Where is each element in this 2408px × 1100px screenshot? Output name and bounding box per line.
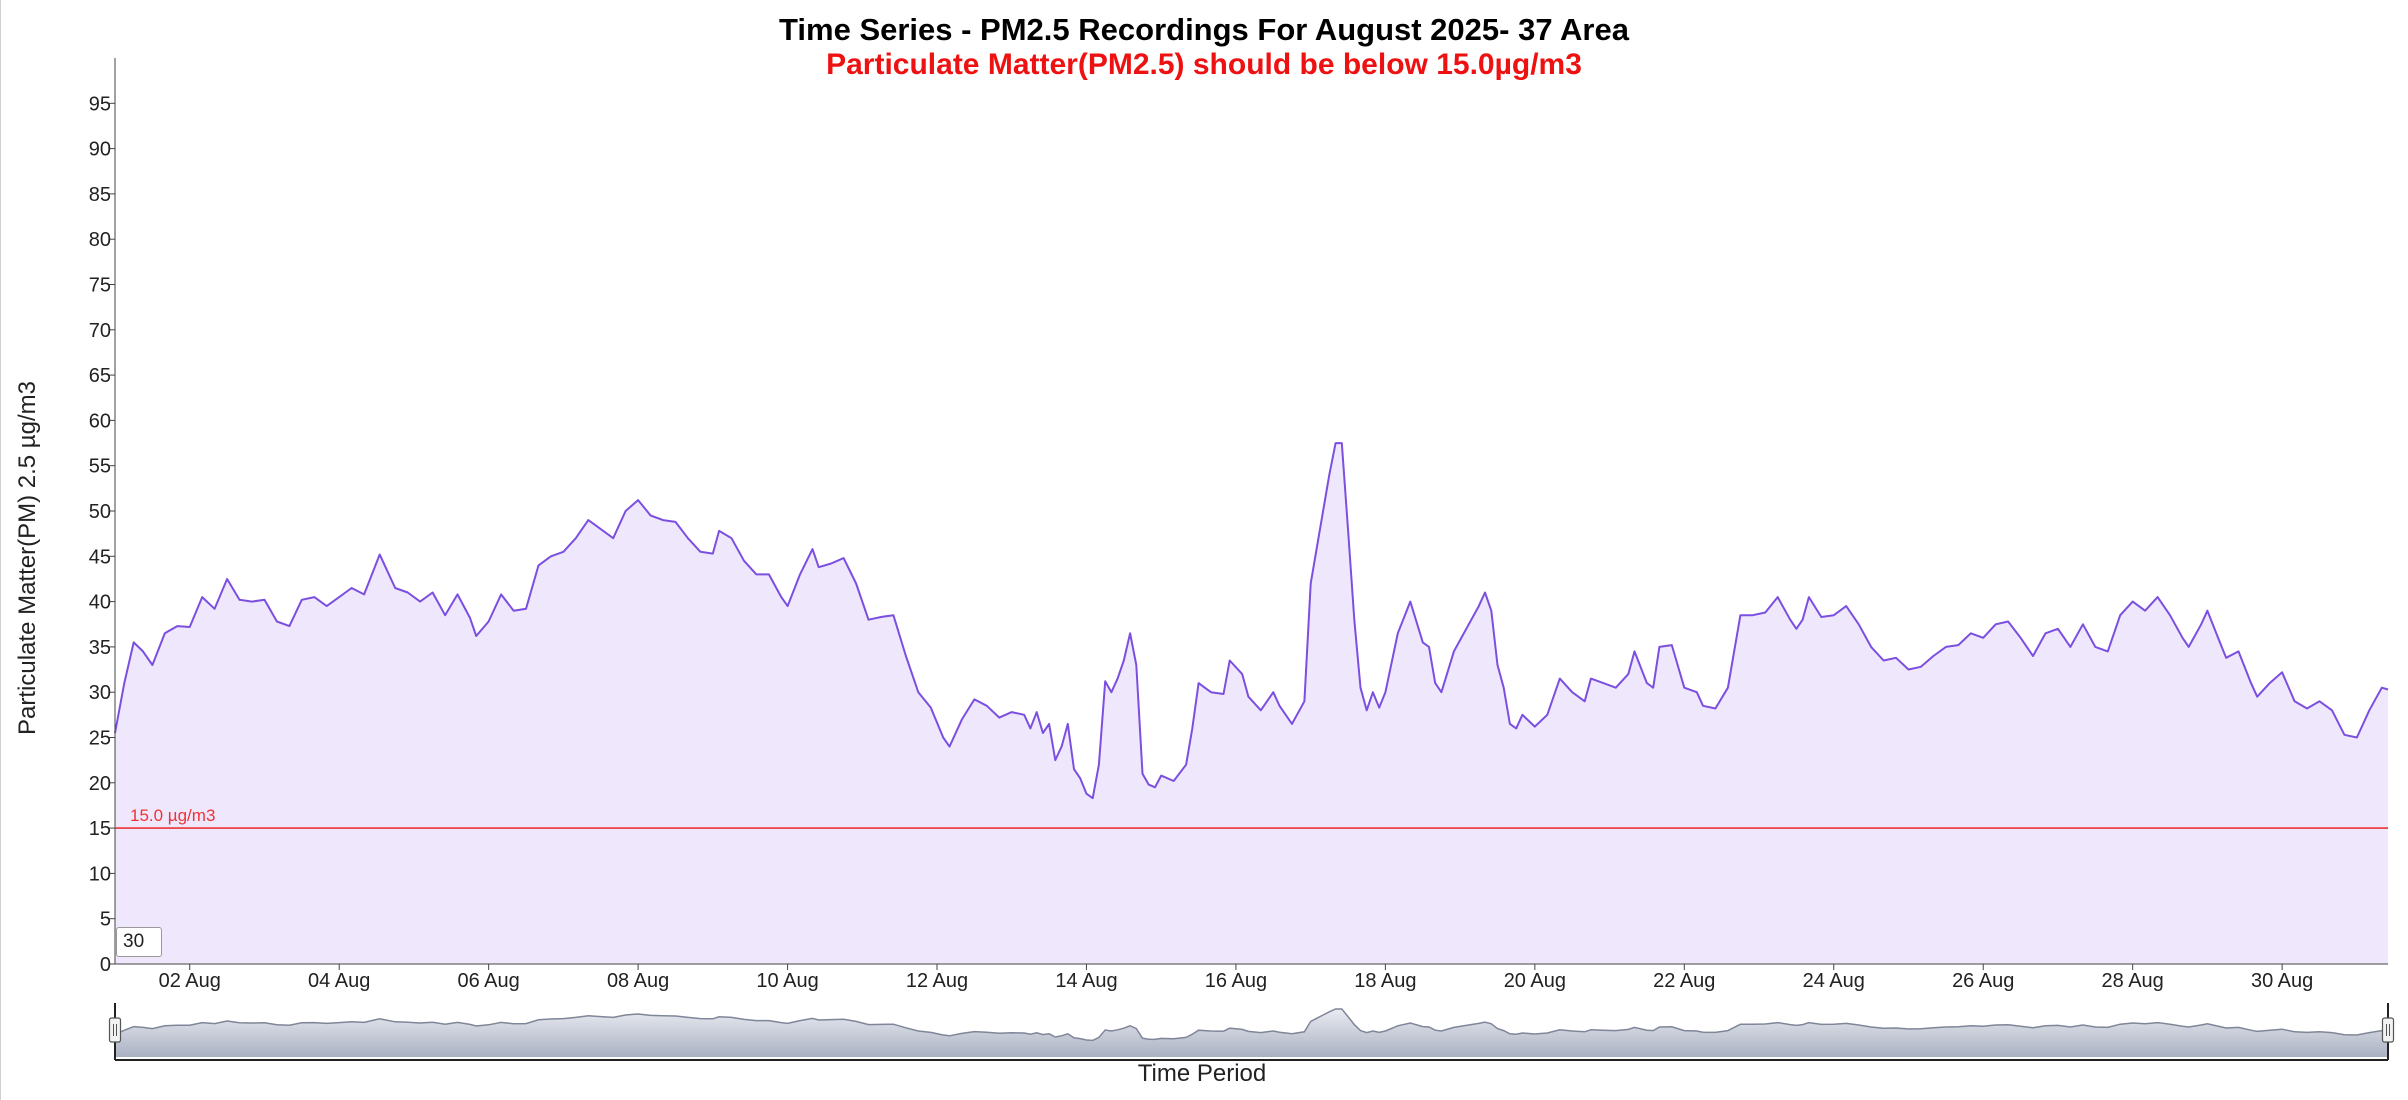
y-tick-label: 55 bbox=[89, 456, 111, 478]
plot-area[interactable] bbox=[114, 442, 2389, 965]
x-tick-label: 20 Aug bbox=[1504, 970, 1566, 992]
y-tick-label: 85 bbox=[89, 184, 111, 206]
y-tick-label: 60 bbox=[89, 410, 111, 432]
y-tick-label: 5 bbox=[100, 909, 111, 931]
x-axis-title: Time Period bbox=[1137, 1060, 1267, 1087]
y-tick-label: 45 bbox=[89, 546, 111, 568]
y-tick-label: 0 bbox=[100, 954, 111, 976]
y-tick-label: 70 bbox=[89, 320, 111, 342]
navigator-handle-right[interactable] bbox=[2381, 1017, 2395, 1043]
rolling-period-input[interactable]: 30 bbox=[116, 927, 162, 957]
x-tick-label: 16 Aug bbox=[1205, 970, 1267, 992]
x-tick-label: 02 Aug bbox=[159, 970, 221, 992]
x-tick-label: 28 Aug bbox=[2102, 970, 2164, 992]
y-tick-label: 25 bbox=[89, 728, 111, 750]
y-tick-label: 35 bbox=[89, 637, 111, 659]
y-tick-label: 50 bbox=[89, 501, 111, 523]
threshold-group: 15.0 µg/m3 bbox=[115, 806, 2388, 829]
x-tick-label: 12 Aug bbox=[906, 970, 968, 992]
x-tick-label: 26 Aug bbox=[1952, 970, 2014, 992]
x-tick-label: 04 Aug bbox=[308, 970, 370, 992]
y-tick-label: 20 bbox=[89, 773, 111, 795]
chart-subtitle: Particulate Matter(PM2.5) should be belo… bbox=[826, 48, 1582, 81]
y-tick-label: 30 bbox=[89, 682, 111, 704]
navigator-area bbox=[115, 1009, 2388, 1057]
x-tick-label: 30 Aug bbox=[2251, 970, 2313, 992]
x-tick-label: 06 Aug bbox=[457, 970, 519, 992]
threshold-label: 15.0 µg/m3 bbox=[130, 806, 215, 825]
series-area bbox=[115, 443, 2388, 965]
y-tick-label: 80 bbox=[89, 229, 111, 251]
page-left-border bbox=[0, 0, 1, 1100]
navigator-line bbox=[114, 1008, 2389, 1042]
x-tick-label: 24 Aug bbox=[1803, 970, 1865, 992]
y-tick-label: 15 bbox=[89, 818, 111, 840]
navigator[interactable] bbox=[108, 1003, 2395, 1061]
x-tick-label: 14 Aug bbox=[1055, 970, 1117, 992]
y-tick-label: 10 bbox=[89, 863, 111, 885]
y-tick-label: 90 bbox=[89, 139, 111, 161]
y-axis-title: Particulate Matter(PM) 2.5 µg/m3 bbox=[14, 381, 41, 735]
y-tick-label: 75 bbox=[89, 275, 111, 297]
x-tick-label: 08 Aug bbox=[607, 970, 669, 992]
y-tick-label: 95 bbox=[89, 93, 111, 115]
x-tick-label: 18 Aug bbox=[1354, 970, 1416, 992]
navigator-handle-left[interactable] bbox=[108, 1017, 122, 1043]
x-tick-label: 10 Aug bbox=[756, 970, 818, 992]
series-line[interactable] bbox=[114, 442, 2389, 800]
y-tick-label: 40 bbox=[89, 592, 111, 614]
x-tick-label: 22 Aug bbox=[1653, 970, 1715, 992]
y-tick-label: 65 bbox=[89, 365, 111, 387]
chart-title: Time Series - PM2.5 Recordings For Augus… bbox=[779, 12, 1629, 47]
axes: 0 5 10 15 20 25 30 35 40 45 50 55 60 65 70 75 80 85 90 95 02… bbox=[89, 58, 2388, 992]
